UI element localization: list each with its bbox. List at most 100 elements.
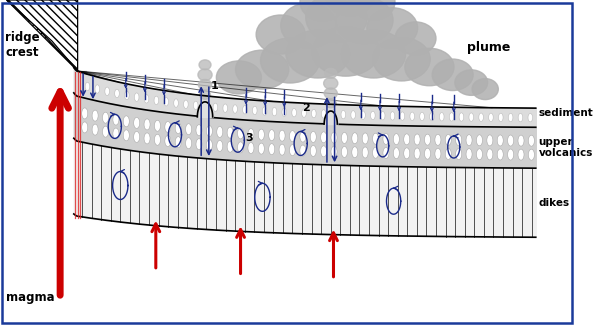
Circle shape — [361, 111, 365, 119]
Circle shape — [217, 141, 223, 151]
Ellipse shape — [352, 0, 395, 20]
Circle shape — [455, 135, 461, 146]
Circle shape — [430, 112, 434, 121]
Circle shape — [469, 113, 473, 121]
Circle shape — [466, 135, 472, 146]
Ellipse shape — [405, 48, 454, 86]
Circle shape — [144, 133, 150, 144]
Text: 2: 2 — [302, 103, 310, 113]
Circle shape — [206, 140, 212, 151]
Circle shape — [320, 132, 326, 143]
Circle shape — [420, 112, 424, 121]
Circle shape — [113, 128, 119, 139]
Circle shape — [233, 105, 238, 113]
Circle shape — [380, 111, 385, 120]
Circle shape — [196, 139, 202, 150]
Circle shape — [217, 126, 223, 138]
Circle shape — [95, 85, 100, 93]
Circle shape — [341, 132, 347, 143]
Circle shape — [497, 149, 503, 160]
Circle shape — [518, 149, 524, 160]
Circle shape — [449, 113, 454, 121]
Circle shape — [390, 112, 395, 120]
Circle shape — [223, 104, 227, 112]
Circle shape — [262, 107, 267, 115]
Circle shape — [414, 148, 420, 159]
Circle shape — [302, 109, 306, 117]
Circle shape — [154, 120, 160, 131]
Circle shape — [134, 131, 140, 142]
Circle shape — [322, 110, 326, 118]
Ellipse shape — [323, 78, 338, 89]
Circle shape — [92, 110, 98, 121]
Circle shape — [394, 134, 400, 145]
Circle shape — [300, 145, 306, 156]
Ellipse shape — [312, 27, 379, 76]
Circle shape — [259, 143, 265, 154]
Circle shape — [425, 148, 431, 159]
Circle shape — [115, 89, 119, 97]
Circle shape — [289, 145, 295, 156]
Circle shape — [394, 148, 400, 159]
Circle shape — [487, 135, 493, 146]
Polygon shape — [82, 71, 101, 77]
Circle shape — [196, 125, 202, 136]
Ellipse shape — [325, 68, 337, 78]
Circle shape — [466, 149, 472, 160]
Circle shape — [113, 114, 119, 125]
Ellipse shape — [395, 22, 436, 55]
Circle shape — [165, 122, 171, 132]
Circle shape — [154, 96, 158, 105]
Ellipse shape — [256, 15, 305, 54]
Circle shape — [311, 109, 316, 118]
Circle shape — [404, 134, 410, 145]
Circle shape — [238, 128, 244, 139]
Polygon shape — [7, 0, 77, 71]
Circle shape — [488, 113, 493, 122]
Circle shape — [518, 135, 524, 146]
Circle shape — [227, 141, 233, 152]
Circle shape — [425, 134, 431, 145]
Circle shape — [105, 87, 109, 96]
Ellipse shape — [198, 69, 212, 81]
Circle shape — [185, 124, 191, 135]
Circle shape — [479, 113, 484, 122]
Circle shape — [193, 101, 198, 110]
Circle shape — [165, 136, 171, 146]
Circle shape — [134, 93, 139, 101]
Ellipse shape — [325, 99, 336, 108]
Text: dikes: dikes — [539, 198, 569, 208]
Circle shape — [459, 113, 464, 121]
Circle shape — [184, 100, 188, 109]
Circle shape — [310, 145, 316, 156]
Ellipse shape — [199, 60, 211, 70]
Ellipse shape — [455, 70, 488, 95]
Circle shape — [341, 111, 346, 119]
Circle shape — [185, 138, 191, 149]
Ellipse shape — [286, 30, 350, 78]
Circle shape — [439, 112, 444, 121]
Circle shape — [373, 133, 379, 144]
Circle shape — [445, 148, 451, 159]
Text: magma: magma — [6, 291, 55, 304]
Circle shape — [103, 126, 109, 137]
Circle shape — [213, 103, 218, 111]
Circle shape — [352, 133, 358, 144]
Circle shape — [371, 111, 375, 120]
Polygon shape — [7, 0, 77, 71]
Circle shape — [352, 147, 358, 158]
Circle shape — [508, 135, 514, 146]
Circle shape — [238, 142, 244, 153]
Circle shape — [174, 99, 178, 107]
Circle shape — [383, 133, 389, 144]
Circle shape — [134, 117, 140, 128]
Text: plume: plume — [467, 41, 511, 54]
Text: upper
volcanics: upper volcanics — [539, 137, 593, 158]
Circle shape — [85, 82, 90, 91]
Circle shape — [497, 135, 503, 146]
Circle shape — [414, 134, 420, 145]
Circle shape — [476, 149, 482, 160]
Ellipse shape — [235, 50, 289, 89]
Circle shape — [499, 113, 503, 122]
Circle shape — [331, 110, 336, 118]
